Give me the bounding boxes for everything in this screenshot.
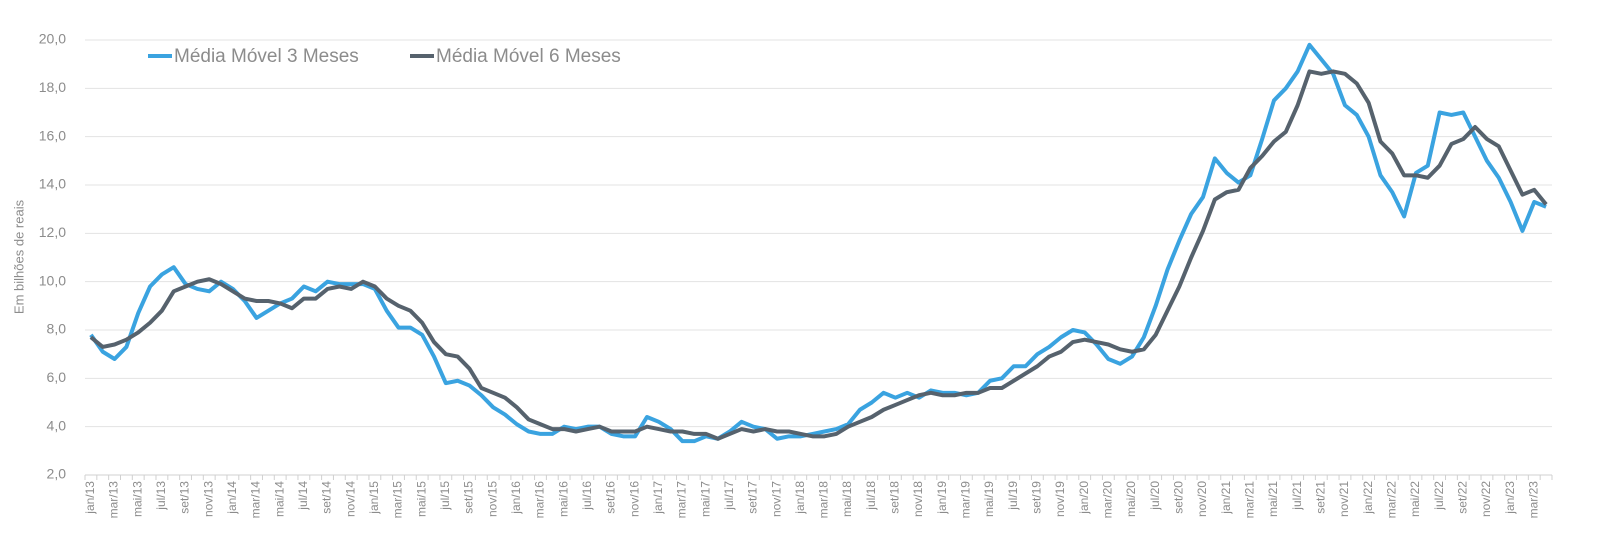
x-tick-label: set/17 — [746, 481, 760, 514]
x-tick-label: nov/21 — [1337, 481, 1351, 517]
x-tick-label: mar/18 — [817, 481, 831, 519]
x-tick-label: nov/14 — [343, 481, 357, 517]
y-tick-label: 8,0 — [47, 321, 67, 337]
x-tick-label: mai/15 — [414, 481, 428, 517]
y-tick-label: 12,0 — [39, 224, 66, 240]
x-tick-label: nov/19 — [1053, 481, 1067, 517]
series-line — [89, 69, 1548, 441]
x-tick-label: mai/19 — [982, 481, 996, 517]
x-tick-label: jan/23 — [1503, 481, 1517, 515]
legend-label: Média Móvel 6 Meses — [436, 46, 621, 67]
x-tick-label: set/16 — [604, 481, 618, 514]
x-tick-label: jan/18 — [793, 481, 807, 515]
y-tick-label: 14,0 — [39, 176, 66, 192]
x-tick-label: jan/22 — [1361, 481, 1375, 515]
x-tick-label: jul/21 — [1290, 481, 1304, 511]
x-tick-label: jul/22 — [1432, 481, 1446, 511]
x-tick-label: mai/22 — [1408, 481, 1422, 517]
x-tick-label: jul/15 — [438, 481, 452, 511]
x-tick-label: jul/14 — [296, 481, 310, 511]
x-tick-label: jul/13 — [154, 481, 168, 511]
x-tick-label: jan/15 — [367, 481, 381, 515]
x-tick-label: mar/21 — [1242, 481, 1256, 519]
x-tick-label: mai/17 — [698, 481, 712, 517]
y-tick-label: 6,0 — [47, 369, 67, 385]
x-tick-label: mai/21 — [1266, 481, 1280, 517]
x-tick-label: mar/14 — [249, 481, 263, 519]
x-tick-label: jul/19 — [1006, 481, 1020, 511]
y-tick-label: 18,0 — [39, 79, 66, 95]
x-tick-label: nov/16 — [627, 481, 641, 517]
x-tick-label: mai/20 — [1124, 481, 1138, 517]
x-tick-label: nov/13 — [201, 481, 215, 517]
x-tick-label: mar/13 — [107, 481, 121, 519]
x-tick-label: nov/17 — [769, 481, 783, 517]
x-tick-label: jul/18 — [864, 481, 878, 511]
y-tick-label: 16,0 — [39, 127, 66, 143]
x-tick-label: set/15 — [462, 481, 476, 514]
x-tick-label: mai/14 — [272, 481, 286, 517]
x-tick-label: nov/18 — [911, 481, 925, 517]
x-tick-label: set/22 — [1455, 481, 1469, 514]
legend-label: Média Móvel 3 Meses — [174, 46, 359, 67]
x-tick-label: jan/21 — [1219, 481, 1233, 515]
x-tick-label: jan/14 — [225, 481, 239, 515]
y-axis-title: Em bilhões de reais — [11, 199, 26, 314]
y-tick-label: 10,0 — [39, 272, 66, 288]
y-tick-label: 20,0 — [39, 31, 66, 47]
x-tick-label: mar/23 — [1526, 481, 1540, 519]
x-tick-label: jul/20 — [1148, 481, 1162, 511]
x-tick-label: nov/20 — [1195, 481, 1209, 517]
x-tick-label: mar/22 — [1384, 481, 1398, 519]
x-tick-label: jan/17 — [651, 481, 665, 515]
x-tick-label: jan/16 — [509, 481, 523, 515]
x-tick-label: set/19 — [1030, 481, 1044, 514]
x-tick-label: nov/22 — [1479, 481, 1493, 517]
x-tick-label: mar/20 — [1101, 481, 1115, 519]
x-tick-label: mar/15 — [391, 481, 405, 519]
x-tick-label: mar/16 — [533, 481, 547, 519]
x-tick-label: nov/15 — [485, 481, 499, 517]
x-tick-label: mar/19 — [959, 481, 973, 519]
x-tick-label: set/18 — [888, 481, 902, 514]
series-line — [89, 42, 1547, 444]
x-tick-label: set/13 — [178, 481, 192, 514]
x-tick-label: mar/17 — [675, 481, 689, 519]
x-tick-label: jan/13 — [83, 481, 97, 515]
y-tick-label: 4,0 — [47, 417, 67, 433]
x-tick-label: mai/13 — [130, 481, 144, 517]
x-tick-label: jul/17 — [722, 481, 736, 511]
y-tick-label: 2,0 — [47, 466, 67, 482]
x-tick-label: jan/19 — [935, 481, 949, 515]
x-tick-label: set/21 — [1313, 481, 1327, 514]
x-tick-label: set/20 — [1172, 481, 1186, 514]
x-tick-label: jul/16 — [580, 481, 594, 511]
x-tick-label: jan/20 — [1077, 481, 1091, 515]
x-tick-label: mai/18 — [840, 481, 854, 517]
x-tick-label: mai/16 — [556, 481, 570, 517]
x-tick-label: set/14 — [320, 481, 334, 514]
